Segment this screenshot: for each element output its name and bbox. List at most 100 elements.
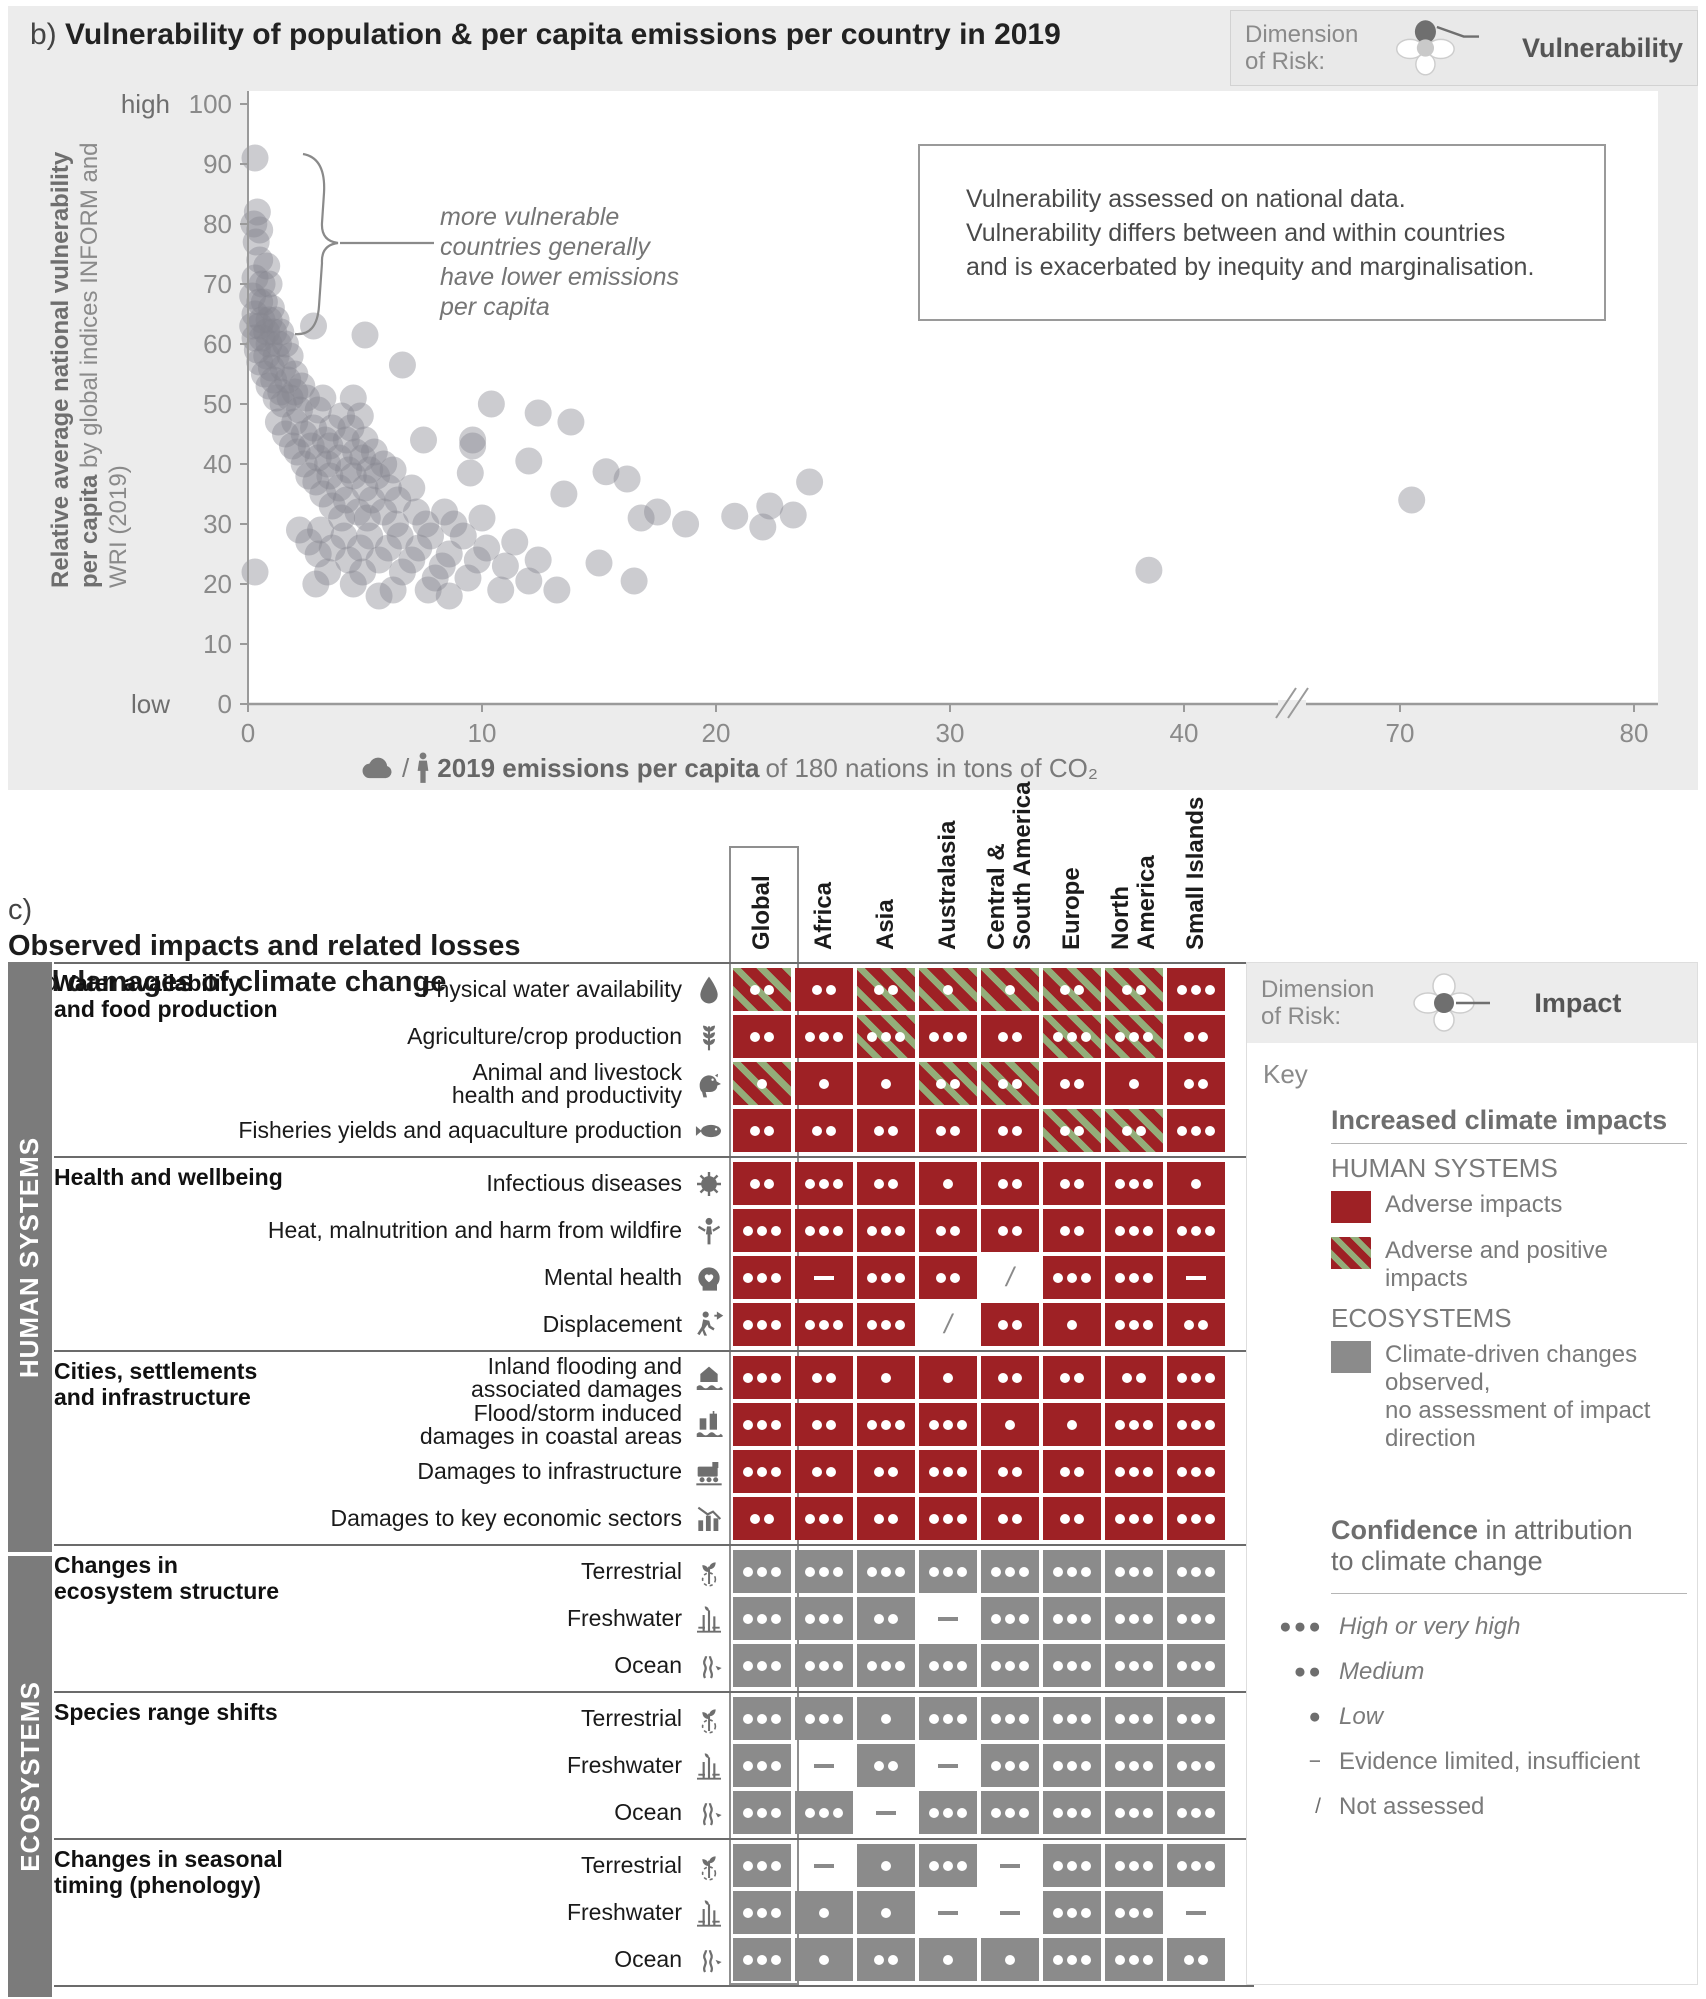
scatter-point (246, 348, 274, 376)
scatter-point (281, 360, 309, 388)
scatter-point (468, 504, 496, 532)
impact-cell (1167, 1938, 1225, 1981)
ecosystem-key-label: Climate-driven changes observed, no asse… (1385, 1341, 1651, 1452)
scatter-point (349, 558, 377, 586)
impact-cell (795, 1550, 853, 1593)
impact-cell (919, 1403, 977, 1446)
impact-cell (795, 1162, 853, 1205)
dimension-value-label: Vulnerability (1521, 32, 1683, 63)
impact-cell (1105, 1209, 1163, 1252)
svg-text:low: low (131, 689, 170, 719)
scatter-point (501, 528, 529, 556)
row-label: Damages to key economic sectors (330, 1505, 682, 1531)
impact-cell (1043, 1015, 1101, 1058)
impact-cell (733, 1791, 791, 1834)
impact-cell (1105, 1938, 1163, 1981)
impact-cell (1043, 1938, 1101, 1981)
table-row: Mental health / (54, 1254, 1254, 1301)
scatter-point (398, 546, 426, 574)
impact-cell (733, 1109, 791, 1152)
impact-cell (795, 1791, 853, 1834)
scatter-point (756, 492, 784, 520)
scatter-point (370, 450, 398, 478)
scatter-point (262, 384, 290, 412)
confidence-divider (1331, 1593, 1687, 1594)
scatter-point (253, 252, 281, 280)
impact-group: Changes in ecosystem structure Terrestria… (54, 1544, 1254, 1691)
row-label: Terrestrial (581, 1558, 682, 1584)
table-row: Ocean (54, 1936, 1254, 1983)
impact-cell (981, 1844, 1039, 1887)
impact-cell (981, 1697, 1039, 1740)
ecosystem-swatch (1331, 1341, 1371, 1373)
scatter-point (473, 534, 501, 562)
scatter-point (295, 462, 323, 490)
scatter-point (316, 462, 344, 490)
impact-cell (1167, 1403, 1225, 1446)
impact-cell (1043, 1791, 1101, 1834)
impact-cell (1167, 1744, 1225, 1787)
water-drop-icon (691, 973, 727, 1007)
impact-group: Species range shifts Terrestrial Freshwate… (54, 1691, 1254, 1838)
impact-cell (981, 1450, 1039, 1493)
row-label: Ocean (614, 1652, 682, 1678)
x-axis-title-rest: of 180 nations in tons of CO₂ (765, 752, 1098, 783)
impact-cell (1105, 1644, 1163, 1687)
impact-cell (1043, 1644, 1101, 1687)
ecosystems-label: ECOSYSTEMS (14, 1681, 45, 1872)
scatter-point (246, 288, 274, 316)
scatter-point (253, 342, 281, 370)
freshwater-icon (691, 1896, 727, 1930)
scatter-point (627, 504, 655, 532)
impact-cell (919, 1356, 977, 1399)
scatter-point (435, 540, 463, 568)
impact-cell (1105, 1062, 1163, 1105)
scatter-point (304, 444, 332, 472)
impact-cell (795, 1109, 853, 1152)
scatter-point (524, 546, 552, 574)
impact-group: Water availability and food production Ph… (54, 962, 1254, 1156)
impact-cell (733, 1015, 791, 1058)
scatter-point (269, 354, 297, 382)
scatter-point (353, 504, 381, 532)
dimension-value-impact: Impact (1534, 987, 1622, 1018)
scatter-point (346, 534, 374, 562)
scatter-point (318, 414, 346, 442)
impact-cell (857, 1644, 915, 1687)
scatter-point (285, 516, 313, 544)
scatter-point (585, 549, 613, 577)
adverse-impacts-swatch (1331, 1191, 1371, 1223)
scatter-point (421, 564, 449, 592)
impact-cell (1105, 1450, 1163, 1493)
impact-cell (1043, 1162, 1101, 1205)
impact-cell (1167, 1109, 1225, 1152)
scatter-point (260, 318, 288, 346)
co2-cloud-icon (362, 757, 392, 779)
group-label: Cities, settlements and infrastructure (54, 1358, 258, 1410)
confidence-symbol: ● (1308, 1705, 1323, 1728)
impact-cell (981, 1938, 1039, 1981)
impact-cell (857, 1938, 915, 1981)
impact-cell (1043, 1891, 1101, 1934)
impact-cell (1105, 1791, 1163, 1834)
scatter-point (285, 396, 313, 424)
impact-cell (919, 1891, 977, 1934)
confidence-symbol: / (1315, 1795, 1323, 1818)
impact-cell (1167, 1303, 1225, 1346)
row-label: Displacement (542, 1311, 682, 1337)
scatter-point (431, 498, 459, 526)
impact-cell (795, 1209, 853, 1252)
impact-cell (1105, 1550, 1163, 1593)
scatter-point (239, 312, 267, 340)
column-header: North America (1107, 855, 1160, 950)
scatter-point (243, 198, 271, 226)
scatter-point (440, 510, 468, 538)
scatter-point (644, 498, 671, 526)
scatter-point (557, 408, 585, 436)
dimension-of-risk-box-impact: Dimension of Risk: Impact (1247, 963, 1697, 1043)
impact-cell (1167, 1550, 1225, 1593)
column-header: Asia (872, 899, 899, 950)
impact-cell (919, 1497, 977, 1540)
impact-cell (733, 1844, 791, 1887)
column-header: Small Islands (1182, 796, 1209, 950)
